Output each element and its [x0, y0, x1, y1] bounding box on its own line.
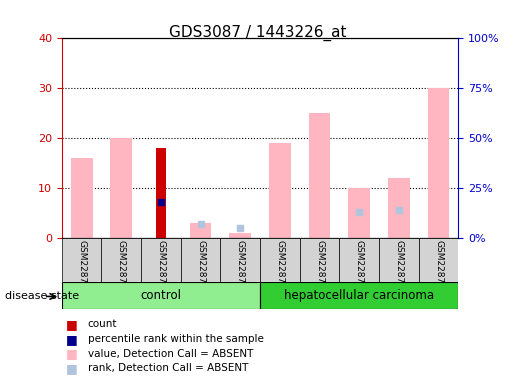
Bar: [379, 238, 419, 282]
Bar: [339, 238, 379, 282]
Text: GSM228790: GSM228790: [236, 240, 245, 295]
Point: [236, 225, 244, 231]
Bar: [269, 143, 291, 238]
Text: count: count: [88, 319, 117, 329]
Text: GSM228783: GSM228783: [355, 240, 364, 295]
Text: GSM228785: GSM228785: [434, 240, 443, 295]
Text: percentile rank within the sample: percentile rank within the sample: [88, 334, 264, 344]
Bar: [220, 238, 260, 282]
Bar: [229, 233, 251, 238]
Text: ■: ■: [66, 333, 78, 346]
Bar: [308, 113, 331, 238]
Text: GSM228784: GSM228784: [394, 240, 403, 295]
Bar: [110, 138, 132, 238]
Text: GSM228781: GSM228781: [276, 240, 284, 295]
Bar: [71, 158, 93, 238]
Text: hepatocellular carcinoma: hepatocellular carcinoma: [284, 289, 434, 302]
Text: GSM228788: GSM228788: [157, 240, 165, 295]
Bar: [190, 223, 212, 238]
Point: [355, 209, 364, 215]
Text: ■: ■: [66, 347, 78, 360]
Text: ■: ■: [66, 318, 78, 331]
Text: GSM228789: GSM228789: [196, 240, 205, 295]
Text: control: control: [141, 289, 181, 302]
Bar: [62, 282, 260, 309]
Text: rank, Detection Call = ABSENT: rank, Detection Call = ABSENT: [88, 363, 248, 373]
Text: GDS3087 / 1443226_at: GDS3087 / 1443226_at: [169, 25, 346, 41]
Bar: [101, 238, 141, 282]
Bar: [181, 238, 220, 282]
Point: [197, 221, 205, 227]
Text: disease state: disease state: [5, 291, 79, 301]
Bar: [62, 238, 101, 282]
Point: [394, 207, 403, 213]
Point: [157, 199, 165, 205]
Text: GSM228787: GSM228787: [117, 240, 126, 295]
Bar: [260, 282, 458, 309]
Text: GSM228786: GSM228786: [77, 240, 86, 295]
Text: ■: ■: [66, 362, 78, 375]
Bar: [427, 88, 450, 238]
Bar: [260, 238, 300, 282]
Text: value, Detection Call = ABSENT: value, Detection Call = ABSENT: [88, 349, 253, 359]
Bar: [388, 178, 410, 238]
Bar: [419, 238, 458, 282]
Text: GSM228782: GSM228782: [315, 240, 324, 295]
Bar: [348, 188, 370, 238]
Bar: [156, 148, 166, 238]
Bar: [141, 238, 181, 282]
Bar: [300, 238, 339, 282]
